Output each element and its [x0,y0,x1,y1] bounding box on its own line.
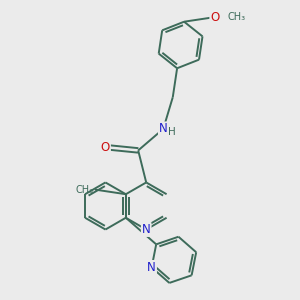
Text: N: N [147,261,156,274]
Text: O: O [210,11,220,24]
Text: H: H [168,127,176,137]
Text: N: N [142,223,151,236]
Text: CH₃: CH₃ [76,184,94,195]
Text: O: O [101,141,110,154]
Text: N: N [159,122,168,135]
Text: CH₃: CH₃ [227,12,245,22]
